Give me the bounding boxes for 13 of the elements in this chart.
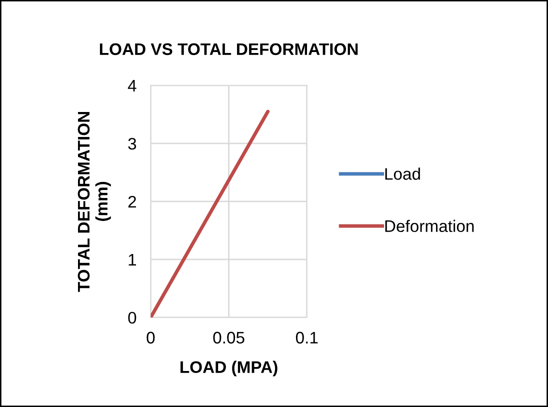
y-tick-label: 4: [128, 80, 136, 92]
y-tick-label: 1: [128, 254, 136, 266]
x-axis-title: LOAD (MPA): [180, 360, 278, 376]
y-axis-title: TOTAL DEFORMATION (mm): [78, 112, 111, 292]
y-tick-label: 0: [128, 312, 136, 324]
chart-title: LOAD VS TOTAL DEFORMATION: [100, 43, 358, 56]
y-tick-label: 2: [128, 196, 136, 208]
y-tick-label: 3: [128, 138, 136, 150]
x-tick-label: 0.1: [296, 332, 318, 344]
legend-label: Load: [385, 168, 420, 180]
x-tick-label: 0: [146, 332, 155, 344]
legend-label: Deformation: [385, 220, 474, 232]
x-tick-label: 0.05: [213, 332, 244, 344]
